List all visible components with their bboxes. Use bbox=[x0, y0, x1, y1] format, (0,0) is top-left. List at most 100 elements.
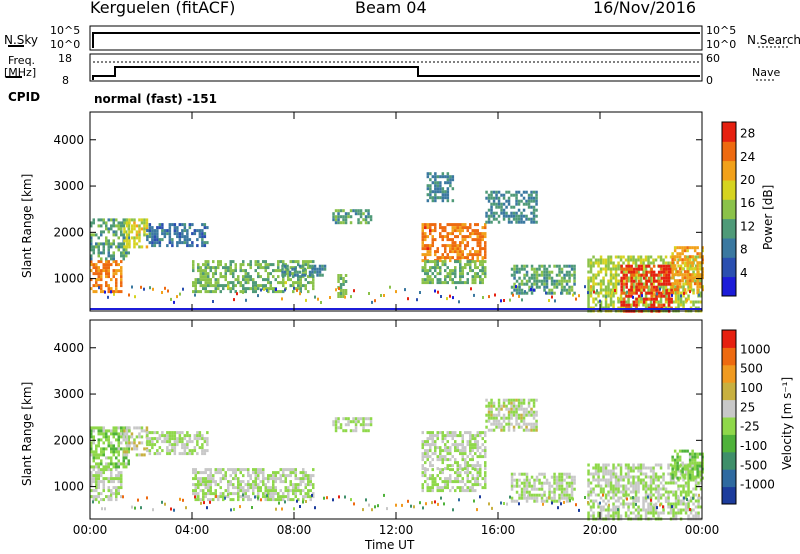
data-cell bbox=[212, 260, 215, 264]
data-cell bbox=[110, 471, 113, 475]
data-cell bbox=[152, 287, 154, 291]
data-cell bbox=[278, 501, 280, 505]
data-cell bbox=[553, 487, 556, 491]
data-cell bbox=[503, 502, 505, 505]
data-cell bbox=[232, 260, 235, 264]
data-cell bbox=[95, 480, 98, 484]
data-cell bbox=[281, 297, 283, 301]
data-cell bbox=[649, 261, 653, 265]
data-cell bbox=[698, 467, 702, 471]
data-cell bbox=[219, 471, 222, 475]
data-cell bbox=[461, 468, 464, 472]
data-cell bbox=[249, 498, 252, 502]
data-cell bbox=[604, 478, 608, 482]
data-cell bbox=[669, 502, 673, 506]
data-cell bbox=[642, 478, 645, 482]
data-cell bbox=[515, 484, 519, 488]
data-cell bbox=[682, 303, 685, 307]
data-cell bbox=[284, 477, 287, 481]
data-cell bbox=[436, 256, 439, 260]
data-cell bbox=[481, 235, 484, 239]
data-cell bbox=[479, 452, 482, 456]
data-cell bbox=[234, 486, 237, 490]
data-cell bbox=[229, 468, 232, 472]
data-cell bbox=[679, 490, 683, 494]
data-cell bbox=[431, 483, 434, 487]
data-cell bbox=[676, 285, 679, 289]
data-cell bbox=[614, 487, 618, 491]
data-cell bbox=[439, 187, 442, 191]
data-cell bbox=[275, 288, 277, 291]
data-cell bbox=[530, 496, 534, 500]
data-cell bbox=[607, 472, 610, 476]
data-cell bbox=[274, 492, 277, 496]
data-cell bbox=[490, 401, 493, 405]
data-cell bbox=[110, 492, 113, 496]
data-cell bbox=[342, 215, 345, 219]
data-cell bbox=[599, 501, 601, 505]
data-cell bbox=[466, 474, 469, 478]
data-cell bbox=[143, 287, 145, 291]
data-cell bbox=[676, 255, 679, 259]
data-cell bbox=[274, 498, 277, 502]
data-cell bbox=[532, 398, 536, 402]
data-cell bbox=[563, 288, 566, 292]
data-cell bbox=[674, 466, 678, 470]
data-cell bbox=[95, 474, 98, 478]
data-cell bbox=[158, 226, 162, 230]
data-cell bbox=[178, 238, 182, 242]
data-cell bbox=[609, 481, 613, 485]
data-cell bbox=[673, 249, 677, 253]
data-cell bbox=[342, 289, 345, 292]
data-cell bbox=[105, 477, 108, 481]
data-cell bbox=[224, 474, 227, 478]
data-cell bbox=[362, 423, 365, 427]
data-cell bbox=[234, 477, 237, 481]
data-cell bbox=[642, 297, 646, 301]
data-cell bbox=[548, 270, 551, 274]
data-cell bbox=[479, 471, 482, 475]
data-cell bbox=[219, 486, 222, 490]
data-cell bbox=[492, 199, 496, 203]
data-cell bbox=[128, 435, 131, 439]
data-cell bbox=[199, 498, 202, 502]
data-cell bbox=[625, 273, 628, 277]
data-cell bbox=[686, 498, 688, 501]
data-cell bbox=[652, 475, 655, 479]
data-cell bbox=[439, 196, 442, 200]
data-cell bbox=[197, 486, 200, 490]
data-cell bbox=[471, 229, 474, 233]
data-cell bbox=[664, 261, 668, 265]
data-cell bbox=[639, 481, 643, 485]
data-cell bbox=[569, 499, 571, 503]
data-cell bbox=[688, 285, 692, 289]
data-cell bbox=[652, 505, 655, 509]
data-cell bbox=[242, 284, 245, 288]
colorbar-swatch bbox=[722, 238, 736, 258]
data-cell bbox=[678, 270, 682, 274]
data-cell bbox=[597, 463, 600, 467]
data-cell bbox=[232, 269, 235, 273]
data-cell bbox=[148, 443, 152, 447]
data-cell bbox=[625, 264, 628, 268]
data-cell bbox=[589, 505, 593, 509]
data-cell bbox=[439, 190, 442, 194]
data-cell bbox=[471, 464, 474, 468]
data-cell bbox=[284, 486, 287, 490]
data-cell bbox=[441, 468, 444, 472]
data-cell bbox=[429, 232, 432, 236]
data-cell bbox=[622, 276, 626, 280]
data-cell bbox=[694, 487, 698, 491]
data-cell bbox=[312, 287, 315, 291]
data-cell bbox=[627, 279, 630, 283]
data-cell bbox=[683, 273, 687, 277]
data-cell bbox=[188, 226, 192, 230]
data-cell bbox=[597, 502, 600, 506]
data-cell bbox=[607, 505, 610, 509]
data-cell bbox=[196, 244, 199, 248]
data-cell bbox=[107, 269, 110, 273]
data-cell bbox=[686, 282, 689, 286]
data-cell bbox=[451, 178, 455, 182]
data-cell bbox=[135, 230, 139, 234]
data-cell bbox=[181, 235, 184, 239]
